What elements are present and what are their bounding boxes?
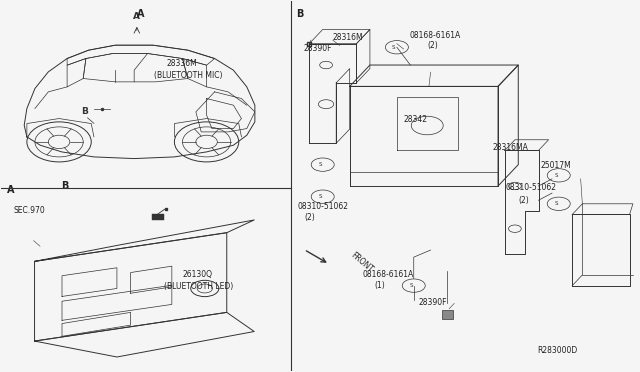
Text: S: S [319, 194, 322, 199]
Text: A: A [138, 9, 145, 19]
Text: 28390F: 28390F [303, 44, 332, 53]
Text: S: S [319, 162, 322, 167]
Text: (2): (2) [428, 41, 438, 51]
Text: (BLUETOOTH MIC): (BLUETOOTH MIC) [154, 71, 223, 80]
Text: 28342: 28342 [403, 115, 427, 124]
Text: 08310-51062: 08310-51062 [505, 183, 556, 192]
Text: (2): (2) [518, 196, 529, 205]
Text: A: A [7, 185, 15, 195]
Text: S: S [410, 283, 413, 288]
Text: 28336M: 28336M [167, 59, 198, 68]
Text: 28390F: 28390F [419, 298, 447, 307]
Text: S: S [554, 201, 558, 206]
Text: 26130Q: 26130Q [182, 270, 212, 279]
Text: 28316MA: 28316MA [492, 142, 528, 151]
Text: 28316M: 28316M [333, 32, 364, 42]
Bar [152, 214, 164, 220]
Text: FRONT: FRONT [349, 250, 374, 274]
Text: 08168-6161A: 08168-6161A [363, 270, 414, 279]
Text: (1): (1) [374, 281, 385, 290]
Text: B: B [61, 181, 68, 191]
Text: R283000D: R283000D [537, 346, 577, 355]
Text: SEC.970: SEC.970 [13, 206, 45, 215]
Text: B: B [81, 107, 88, 116]
Text: B: B [296, 9, 303, 19]
Text: (BLUETOOTH LED): (BLUETOOTH LED) [164, 282, 233, 291]
Text: 25017M: 25017M [540, 161, 571, 170]
Text: 08310-51062: 08310-51062 [298, 202, 349, 211]
Text: (2): (2) [304, 213, 315, 222]
Text: 08168-6161A: 08168-6161A [410, 31, 461, 40]
Text: S: S [554, 173, 558, 178]
Text: S: S [392, 45, 396, 50]
Text: A: A [133, 12, 140, 20]
Bar [442, 310, 452, 318]
